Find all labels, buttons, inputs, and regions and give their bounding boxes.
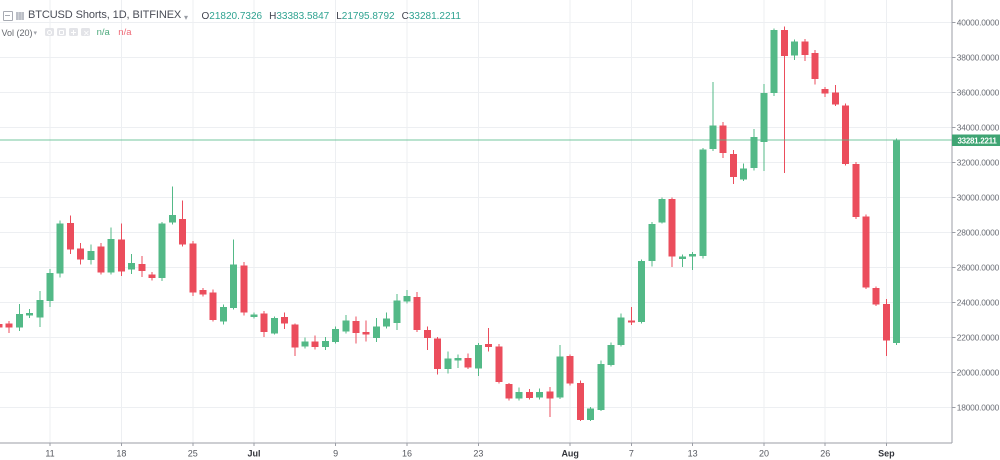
svg-text:32000.0000: 32000.0000 (957, 158, 1000, 168)
svg-text:Aug: Aug (561, 449, 579, 459)
svg-text:9: 9 (333, 449, 338, 459)
svg-text:Sep: Sep (878, 449, 895, 459)
svg-text:36000.0000: 36000.0000 (957, 88, 1000, 98)
svg-text:30000.0000: 30000.0000 (957, 193, 1000, 203)
svg-text:7: 7 (629, 449, 634, 459)
svg-text:16: 16 (402, 449, 412, 459)
svg-text:22000.0000: 22000.0000 (957, 333, 1000, 343)
svg-text:Jul: Jul (247, 449, 260, 459)
svg-text:34000.0000: 34000.0000 (957, 123, 1000, 133)
svg-text:38000.0000: 38000.0000 (957, 53, 1000, 63)
svg-text:18: 18 (116, 449, 126, 459)
svg-text:20000.0000: 20000.0000 (957, 368, 1000, 378)
svg-text:18000.0000: 18000.0000 (957, 403, 1000, 413)
svg-text:28000.0000: 28000.0000 (957, 228, 1000, 238)
svg-text:26000.0000: 26000.0000 (957, 263, 1000, 273)
svg-text:26: 26 (820, 449, 830, 459)
svg-text:24000.0000: 24000.0000 (957, 298, 1000, 308)
svg-text:40000.0000: 40000.0000 (957, 18, 1000, 28)
svg-text:23: 23 (473, 449, 483, 459)
svg-text:33281.2211: 33281.2211 (958, 137, 998, 146)
svg-text:11: 11 (45, 449, 54, 459)
svg-text:13: 13 (688, 449, 698, 459)
svg-text:20: 20 (759, 449, 769, 459)
svg-text:25: 25 (188, 449, 198, 459)
